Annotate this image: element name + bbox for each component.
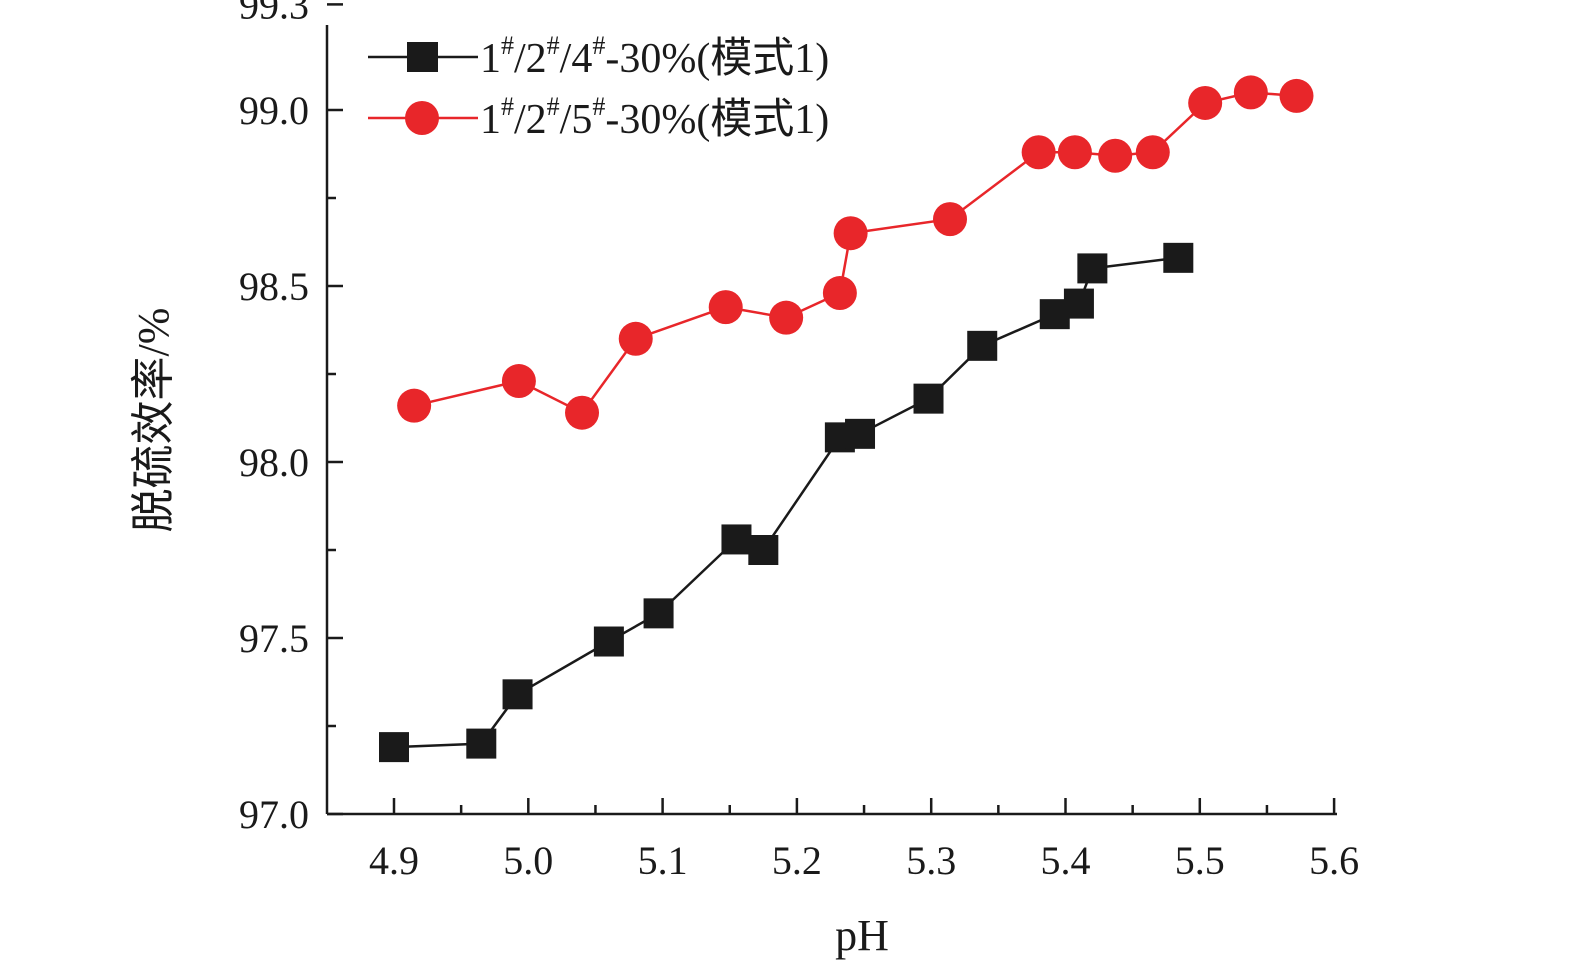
legend-label-sup: # (501, 92, 514, 121)
data-point-series-2 (1279, 78, 1314, 113)
x-ticks: 4.9 5.0 5.1 5.2 5.3 5.4 5.5 5.6 (369, 798, 1359, 883)
data-point-series-1 (466, 728, 497, 759)
legend-label-part: /5 (560, 97, 593, 143)
x-tick-label: 4.9 (369, 838, 419, 883)
data-point-series-2 (397, 388, 432, 423)
legend-label-series-2: 1#/2#/5#-30%(模式1) (480, 92, 829, 143)
data-point-series-1 (845, 418, 876, 449)
legend-marker-series-1 (407, 42, 438, 72)
data-point-series-2 (1098, 138, 1133, 173)
y-tick-label: 99.3 (239, 0, 309, 27)
x-tick-label: 5.6 (1309, 838, 1359, 883)
x-tick-label: 5.0 (503, 838, 553, 883)
legend-label-part: /2 (514, 36, 547, 82)
legend-label-sup: # (501, 31, 514, 60)
data-point-series-2 (1135, 135, 1170, 170)
x-tick-label: 5.5 (1175, 838, 1225, 883)
legend-label-part: 1 (480, 97, 501, 143)
legend-label-series-1: 1#/2#/4#-30%(模式1) (480, 31, 829, 82)
legend: 1#/2#/4#-30%(模式1) 1#/2#/5#-30%(模式1) (368, 31, 829, 143)
data-point-series-1 (967, 330, 998, 361)
y-ticks: 97.0 97.5 98.0 98.5 99.0 99.3 (239, 0, 343, 837)
x-axis-title: pH (835, 911, 889, 960)
legend-label-part: -30%(模式1) (605, 36, 829, 82)
data-point-series-1 (913, 383, 944, 414)
y-tick-label: 98.5 (239, 264, 309, 309)
axes (325, 25, 1337, 816)
data-point-series-2 (1021, 135, 1056, 170)
legend-label-part: -30%(模式1) (605, 97, 829, 143)
legend-label-sup: # (592, 31, 605, 60)
data-point-series-2 (933, 202, 968, 237)
data-point-series-2 (769, 300, 804, 335)
data-point-series-1 (379, 732, 409, 763)
data-point-series-2 (822, 276, 857, 311)
data-point-series-1 (1163, 242, 1194, 273)
data-point-series-2 (1233, 75, 1268, 110)
data-point-series-1 (643, 598, 674, 629)
legend-entry-series-2: 1#/2#/5#-30%(模式1) (368, 92, 829, 143)
data-point-series-2 (618, 321, 653, 356)
data-point-series-1 (502, 679, 533, 710)
data-point-series-1 (1063, 288, 1094, 319)
legend-marker-series-2 (405, 101, 439, 135)
data-point-series-1 (1077, 253, 1108, 284)
data-point-series-2 (708, 290, 743, 325)
y-tick-label: 97.5 (239, 616, 309, 661)
data-point-series-2 (501, 364, 536, 399)
legend-label-sup: # (547, 31, 560, 60)
legend-entry-series-1: 1#/2#/4#-30%(模式1) (368, 31, 829, 82)
legend-label-part: /2 (514, 97, 547, 143)
data-point-series-2 (833, 216, 868, 251)
legend-label-sup: # (547, 92, 560, 121)
data-point-series-1 (593, 626, 624, 657)
data-point-series-2 (565, 395, 600, 430)
series-layer (379, 75, 1314, 763)
legend-label-sup: # (592, 92, 605, 121)
y-tick-label: 98.0 (239, 440, 309, 485)
data-point-series-2 (1057, 135, 1092, 170)
x-tick-label: 5.1 (638, 838, 688, 883)
data-point-series-1 (721, 524, 752, 555)
data-point-series-2 (1188, 85, 1223, 120)
x-tick-label: 5.4 (1041, 838, 1091, 883)
x-tick-label: 5.3 (906, 838, 956, 883)
y-axis-title: 脱硫效率/% (129, 308, 178, 533)
data-point-series-1 (748, 535, 779, 565)
x-tick-label: 5.2 (772, 838, 822, 883)
legend-label-part: /4 (560, 36, 593, 82)
legend-label-part: 1 (480, 36, 501, 82)
series-line-2 (413, 91, 1297, 415)
y-tick-label: 97.0 (239, 792, 309, 837)
y-tick-label: 99.0 (239, 88, 309, 133)
